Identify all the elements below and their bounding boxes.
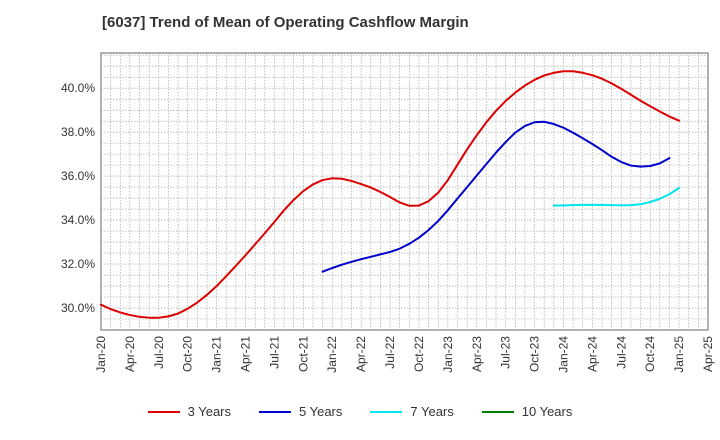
x-tick-label: Oct-21 xyxy=(296,336,310,372)
legend-label: 7 Years xyxy=(410,404,454,419)
x-tick-label: Jan-24 xyxy=(556,336,570,373)
x-axis-ticks: Jan-20 Apr-20 Jul-20 Oct-20 Jan-21 Apr-21 Jul-… xyxy=(94,336,715,373)
gridlines xyxy=(101,53,708,330)
plot-area xyxy=(100,52,709,331)
x-tick-label: Oct-24 xyxy=(643,336,657,372)
x-tick-label: Oct-22 xyxy=(412,336,426,372)
legend-swatch xyxy=(147,410,180,413)
series-line-3-years xyxy=(100,70,681,319)
x-tick-label: Jan-21 xyxy=(210,336,224,373)
x-tick-label: Jul-23 xyxy=(499,336,513,369)
y-tick-label: 32.0% xyxy=(61,257,95,271)
y-axis-ticks: 30.0% 32.0% 34.0% 36.0% 38.0% 40.0% xyxy=(61,81,95,315)
x-tick-label: Jul-21 xyxy=(267,336,281,369)
y-tick-label: 34.0% xyxy=(61,213,95,227)
x-tick-label: Jul-20 xyxy=(152,336,166,369)
legend-label: 10 Years xyxy=(521,404,573,419)
x-tick-label: Jan-22 xyxy=(325,336,339,373)
x-tick-label: Apr-22 xyxy=(354,336,368,372)
x-tick-label: Apr-23 xyxy=(470,336,484,372)
legend-swatch xyxy=(259,410,291,413)
chart-title: [6037] Trend of Mean of Operating Cashfl… xyxy=(102,14,469,31)
legend-item: 5 Years xyxy=(259,404,342,419)
series-line-5-years xyxy=(321,120,671,273)
x-tick-label: Apr-21 xyxy=(239,336,253,372)
legend-swatch xyxy=(481,410,514,413)
x-tick-label: Jan-20 xyxy=(94,336,108,373)
x-tick-label: Jan-23 xyxy=(441,336,455,373)
y-tick-label: 30.0% xyxy=(61,301,95,315)
series-lines xyxy=(100,70,681,319)
y-tick-label: 36.0% xyxy=(61,169,95,183)
x-tick-label: Jan-25 xyxy=(672,336,686,373)
legend-label: 3 Years xyxy=(187,404,231,419)
x-tick-label: Oct-23 xyxy=(528,336,542,372)
x-tick-label: Oct-20 xyxy=(181,336,195,372)
legend-label: 5 Years xyxy=(299,404,343,419)
series-line-7-years xyxy=(552,186,681,207)
legend-swatch xyxy=(370,410,403,413)
x-tick-label: Apr-24 xyxy=(585,336,599,372)
legend-item: 10 Years xyxy=(481,404,573,419)
legend-item: 3 Years xyxy=(147,404,231,419)
y-tick-label: 40.0% xyxy=(61,81,95,95)
x-tick-label: Jul-22 xyxy=(383,336,397,369)
legend: 3 Years 5 Years 7 Years 10 Years xyxy=(0,404,720,419)
x-tick-label: Apr-25 xyxy=(701,336,715,372)
y-tick-label: 38.0% xyxy=(61,125,95,139)
x-tick-label: Jul-24 xyxy=(614,336,628,369)
x-tick-label: Apr-20 xyxy=(123,336,137,372)
legend-item: 7 Years xyxy=(370,404,454,419)
